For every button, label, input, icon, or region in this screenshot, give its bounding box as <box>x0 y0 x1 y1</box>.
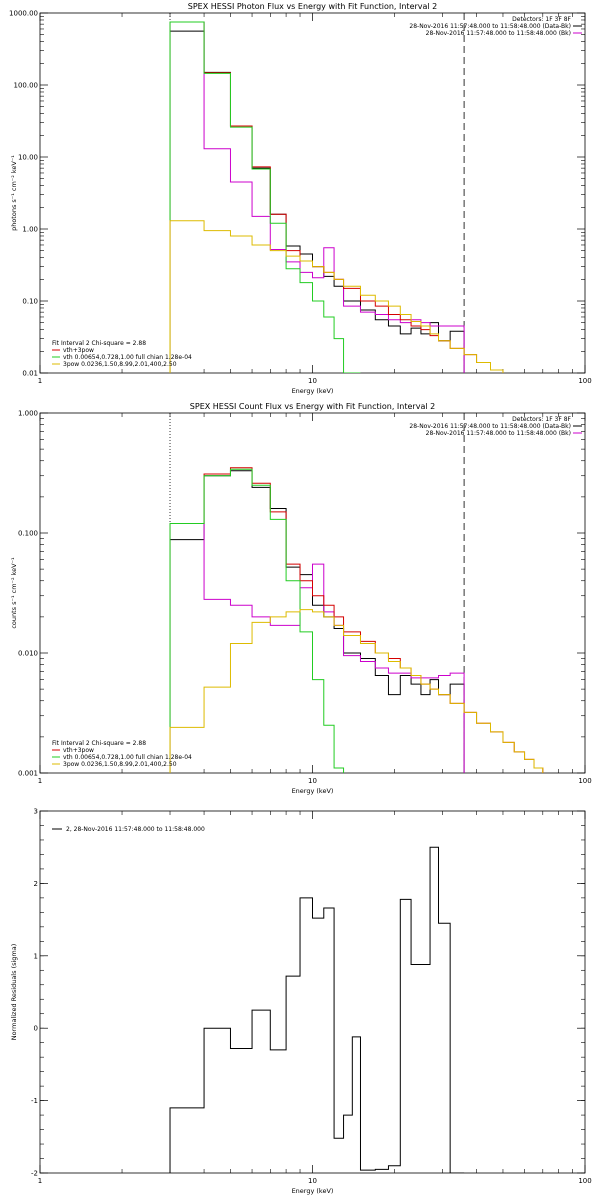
series-3-line <box>169 21 361 373</box>
y-tick-label: -1 <box>31 1097 38 1105</box>
x-tick-label: 1 <box>38 777 42 785</box>
y-tick-label: 0.10 <box>22 298 38 306</box>
x-tick-label: 10 <box>308 777 317 785</box>
chart-2: SPEX HESSI Count Flux vs Energy with Fit… <box>10 402 592 795</box>
x-minor-ticks <box>121 13 573 373</box>
series-4-line <box>169 220 504 373</box>
x-tick-label: 1 <box>38 1177 42 1185</box>
chart-3: 1 10 100 Energy (keV) -2 -1 0 1 2 3 Normalized Res… <box>10 808 592 1196</box>
y-tick-label: 0.001 <box>18 770 38 778</box>
chart-title: SPEX HESSI Photon Flux vs Energy with Fi… <box>188 2 438 11</box>
y-axis-label: counts s⁻¹ cm⁻² keV⁻¹ <box>10 557 18 629</box>
x-tick-label: 100 <box>578 1177 591 1185</box>
annotation-line: 28-Nov-2016 11:57:48.000 to 11:58:48.000… <box>409 23 571 30</box>
chart-title: SPEX HESSI Count Flux vs Energy with Fit… <box>190 402 435 411</box>
x-axis-label: Energy (keV) <box>292 787 334 795</box>
x-tick-label: 10 <box>308 377 317 385</box>
y-tick-label: 0.100 <box>18 530 38 538</box>
y-tick-label: -2 <box>31 1170 38 1178</box>
x-minor-ticks <box>121 413 573 773</box>
x-tick-label: 1 <box>38 377 42 385</box>
plot-frame <box>39 12 586 374</box>
series-2-line <box>169 21 504 373</box>
x-tick-label: 100 <box>578 377 591 385</box>
y-tick-label: 0 <box>34 1025 38 1033</box>
x-axis-label: Energy (keV) <box>292 387 334 395</box>
legend-entry: vth 0.00654,0.728,1.00 full chian 1.28e-… <box>63 354 192 361</box>
annotation-line: Detectors: 1F 3F 8F <box>512 16 571 23</box>
x-axis-label: Energy (keV) <box>292 1187 334 1195</box>
y-axis-label: photons s⁻¹ cm⁻² keV⁻¹ <box>10 155 18 231</box>
y-tick-label: 1.000 <box>18 410 38 418</box>
y-tick-label: 100.00 <box>14 82 39 90</box>
y-tick-label: 0.01 <box>22 370 38 378</box>
legend-title: Fit Interval 2 Chi-square = 2.88 <box>52 740 146 747</box>
x-tick-label: 100 <box>578 777 591 785</box>
annotation-line: 28-Nov-2016 11:57:48.000 to 11:58:48.000… <box>426 430 571 437</box>
y-tick-label: 0.010 <box>18 650 38 658</box>
legend-entry: vth+3pow <box>63 347 94 354</box>
x-minor-ticks <box>121 811 573 1173</box>
plot-frame <box>39 810 586 1174</box>
legend-entry: 3pow 0.0236,1.50,8.99,2.01,400,2.50 <box>63 361 177 368</box>
series-3-line <box>169 468 345 773</box>
legend-entry: vth 0.00654,0.728,1.00 full chian 1.28e-… <box>63 754 192 761</box>
y-tick-label: 3 <box>34 808 38 816</box>
y-tick-label: 2 <box>34 880 38 888</box>
legend-title: Fit Interval 2 Chi-square = 2.88 <box>52 340 146 347</box>
series-0-line <box>169 470 465 773</box>
annotation-line: Detectors: 1F 3F 8F <box>512 416 571 423</box>
y-tick-label: 1.00 <box>22 226 38 234</box>
legend-entry: vth+3pow <box>63 747 94 754</box>
y-axis-label: Normalized Residuals (sigma) <box>10 944 18 1041</box>
annotation-line: 28-Nov-2016 11:57:48.000 to 11:58:48.000… <box>426 30 571 37</box>
y-minor-ticks <box>40 825 585 1174</box>
y-minor-ticks <box>40 418 585 738</box>
y-tick-label: 10.00 <box>18 154 38 162</box>
chart-1: SPEX HESSI Photon Flux vs Energy with Fi… <box>9 2 592 395</box>
legend-entry: 3pow 0.0236,1.50,8.99,2.01,400,2.50 <box>63 761 177 768</box>
series-2-line <box>169 467 544 773</box>
legend-entry: 2, 28-Nov-2016 11:57:48.000 to 11:58:48.… <box>66 826 205 833</box>
series-4-line <box>169 609 544 773</box>
y-tick-label: 1 <box>34 952 38 960</box>
series-1-line <box>169 523 465 773</box>
x-tick-label: 10 <box>308 1177 317 1185</box>
annotation-line: 28-Nov-2016 11:57:48.000 to 11:58:48.000… <box>409 423 571 430</box>
series-0-line <box>169 846 465 1173</box>
y-minor-ticks <box>40 15 585 352</box>
series-1-line <box>169 21 465 373</box>
y-tick-label: 1000.00 <box>9 10 38 18</box>
